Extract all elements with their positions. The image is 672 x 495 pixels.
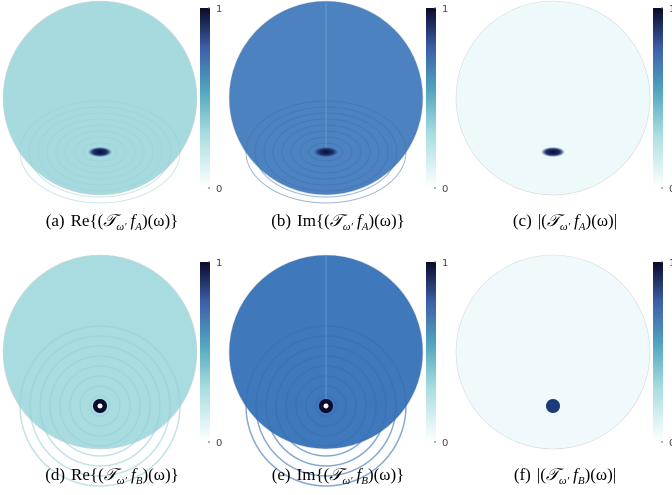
- caption-operator-sub: ω′: [117, 475, 128, 487]
- fringe: [89, 395, 111, 417]
- disk-image: [2, 254, 198, 450]
- caption-prefix: |(: [537, 465, 546, 484]
- caption-suffix: )(ω)}: [368, 465, 404, 484]
- caption-operator-sub: ω′: [343, 221, 354, 233]
- caption-function-sub: A: [134, 221, 142, 233]
- colorbar-tick-label: 1: [442, 4, 448, 15]
- caption-prefix: Re{(: [71, 465, 104, 484]
- caption-prefix: Im{(: [297, 211, 330, 230]
- caption-function: f: [131, 465, 138, 484]
- caption-tag: (d): [45, 465, 65, 484]
- panel: 01(a) Re{(𝒯ω′ fA)(ω)}: [2, 0, 222, 233]
- caption-prefix: Re{(: [71, 211, 104, 230]
- caption-function-sub: A: [361, 221, 369, 233]
- caption-operator-sub: ω′: [342, 475, 353, 487]
- caption-operator-sub: ω′: [560, 221, 571, 233]
- spot: [541, 147, 565, 157]
- caption-prefix: |(: [538, 211, 547, 230]
- fringe: [19, 100, 181, 204]
- spot: [546, 399, 560, 413]
- caption: (c) |(𝒯ω′ fA)(ω)|: [513, 211, 617, 233]
- caption-function: f: [357, 465, 364, 484]
- panel: 01(b) Im{(𝒯ω′ fA)(ω)}: [228, 0, 448, 233]
- fringe: [69, 375, 131, 437]
- colorbar-tick-label: 0: [442, 438, 448, 449]
- colorbar-tick-label: 1: [669, 258, 672, 269]
- caption: (a) Re{(𝒯ω′ fA)(ω)}: [46, 211, 179, 233]
- fringe: [28, 106, 172, 198]
- caption-tag: (f): [514, 465, 531, 484]
- caption-function-sub: B: [578, 475, 585, 487]
- spot: [88, 147, 112, 157]
- caption-operator-sub: ω′: [116, 221, 127, 233]
- colorbar: [426, 262, 436, 442]
- fringe: [19, 325, 181, 487]
- panel: 01(c)|(𝒯ω′fA)(ω)|: [455, 0, 672, 233]
- colorbar-tick-label: 0: [216, 438, 222, 449]
- panel: 01(e) Im{(𝒯ω′ fB)(ω)}: [228, 254, 448, 487]
- spot-center: [97, 403, 103, 409]
- caption-prefix: Im{(: [297, 465, 330, 484]
- caption-tag: (b): [271, 211, 291, 230]
- caption-suffix: )(ω)}: [142, 211, 178, 230]
- caption-tag: (a): [46, 211, 65, 230]
- fringe: [64, 130, 136, 174]
- fringe: [73, 136, 127, 168]
- colorbar: [200, 8, 210, 188]
- fringe: [82, 142, 118, 162]
- disk-image: [455, 254, 651, 450]
- colorbar-tick-label: 0: [669, 184, 672, 195]
- fringe: [37, 112, 163, 192]
- caption-tag: (c): [513, 211, 532, 230]
- colorbar-tick-label: 1: [216, 258, 222, 269]
- caption-suffix: )(ω)}: [368, 211, 404, 230]
- fringe: [59, 365, 141, 447]
- fringe: [49, 355, 151, 457]
- caption-function-sub: B: [361, 475, 368, 487]
- fringe: [39, 345, 161, 467]
- disk-image: [2, 0, 198, 196]
- colorbar: [653, 8, 663, 188]
- spot: [314, 147, 338, 157]
- caption-function: f: [131, 211, 138, 230]
- caption-function: f: [574, 211, 581, 230]
- colorbar-tick-label: 1: [442, 258, 448, 269]
- colorbar-tick-label: 1: [669, 4, 672, 15]
- fringe: [46, 118, 154, 186]
- panel: 01(f)|(𝒯ω′fB)(ω)|: [455, 254, 672, 487]
- caption-suffix: )(ω)|: [585, 465, 617, 484]
- caption-suffix: )(ω)|: [586, 211, 618, 230]
- colorbar-tick-label: 0: [216, 184, 222, 195]
- spot-center: [323, 403, 329, 409]
- disk-image: [455, 0, 651, 196]
- colorbar-tick-label: 1: [216, 4, 222, 15]
- caption: (e) Im{(𝒯ω′ fB)(ω)}: [272, 465, 405, 487]
- caption-function: f: [573, 465, 580, 484]
- colorbar: [653, 262, 663, 442]
- caption-operator-sub: ω′: [559, 475, 570, 487]
- colorbar-tick-label: 0: [442, 184, 448, 195]
- caption: (f) |(𝒯ω′ fB)(ω)|: [514, 465, 616, 487]
- caption-tag: (e): [272, 465, 291, 484]
- colorbar: [200, 262, 210, 442]
- caption: (d) Re{(𝒯ω′ fB)(ω)}: [45, 465, 179, 487]
- caption: (b) Im{(𝒯ω′ fA)(ω)}: [271, 211, 405, 233]
- caption-suffix: )(ω)}: [142, 465, 178, 484]
- panel: 01(d) Re{(𝒯ω′ fB)(ω)}: [2, 254, 222, 487]
- caption-function-sub: B: [136, 475, 143, 487]
- fringe: [55, 124, 145, 180]
- fringe: [79, 385, 121, 427]
- colorbar: [426, 8, 436, 188]
- caption-function: f: [357, 211, 364, 230]
- fringe: [29, 335, 171, 477]
- colorbar-tick-label: 0: [669, 438, 672, 449]
- caption-function-sub: A: [578, 221, 586, 233]
